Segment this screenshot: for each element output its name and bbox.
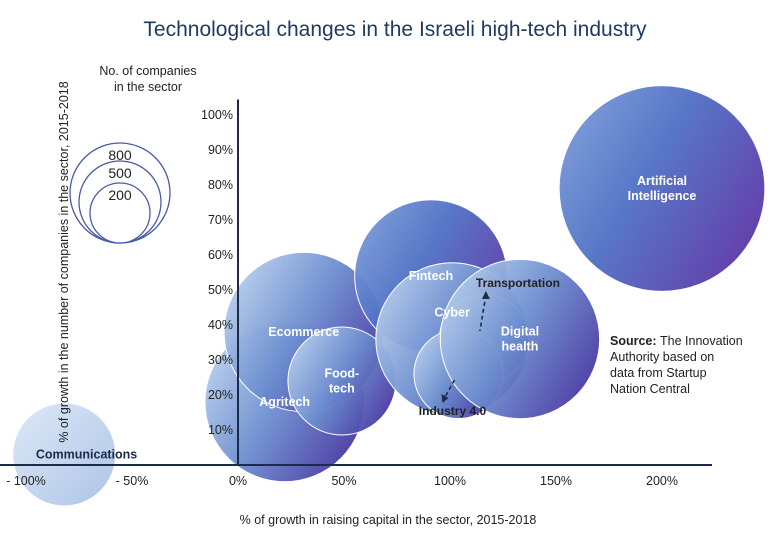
industry40-arrow [443,379,456,399]
bubble-label-ai: Artificial Intelligence [628,174,697,203]
x-tick-label: 200% [646,474,678,488]
x-tick-label: 0% [229,474,247,488]
source-note: Source: The Innovation Authority based on… [610,334,743,396]
legend: No. of companies in the sector 800 500 200 [69,64,197,244]
bubble-label-digital_health: Digital health [501,325,539,354]
bubble-ai [558,85,766,292]
y-axis-label: % of growth in the number of companies i… [57,81,71,442]
source-text-line: Nation Central [610,382,690,396]
y-tick-label: 100% [201,108,233,122]
y-tick-label: 60% [208,248,233,262]
source-text: Source: The Innovation [610,334,743,348]
x-tick-label: 150% [540,474,572,488]
outside-labels: Communications Agritech Ecommerce Food-tech… [36,174,697,462]
legend-value-500: 500 [108,165,132,181]
bubble-label-foodtech: Food-tech [325,367,360,396]
bubble-label-cyber: Cyber [434,305,470,319]
bubble-digital_health [439,258,601,420]
y-tick-label: 20% [208,388,233,402]
bubble-label-agritech: Agritech [259,395,310,409]
source-text-line: data from Startup [610,366,707,380]
x-ticks: - 100% - 50% 0% 50% 100% 150% 200% [6,474,678,488]
bubble-label-industry40: Industry 4.0 [419,404,487,418]
bubble-label-transportation: Transportation [476,276,560,290]
chart-title: Technological changes in the Israeli hig… [143,18,647,41]
x-tick-label: 50% [331,474,356,488]
x-axis-label: % of growth in raising capital in the se… [240,513,537,527]
y-tick-label: 70% [208,213,233,227]
bubble-label-fintech: Fintech [409,269,453,283]
bubble-communications [12,402,117,507]
transportation-arrow-head [481,291,490,299]
legend-title: No. of companies [99,64,196,78]
y-tick-label: 40% [208,318,233,332]
bubble-label-ecommerce: Ecommerce [268,325,339,339]
x-tick-label: - 50% [116,474,149,488]
source-text-line: Authority based on [610,350,714,364]
legend-value-800: 800 [108,147,132,163]
industry40-arrow-head [441,394,449,403]
axes [0,99,712,466]
legend-circle-200 [89,182,151,244]
bubble-label-communications: Communications [36,448,137,462]
y-ticks: 10% 20% 30% 40% 50% 60% 70% 80% 90% 100% [201,108,233,437]
y-tick-label: 10% [208,423,233,437]
x-tick-label: - 100% [6,474,46,488]
transportation-arrow [479,294,487,332]
legend-title: in the sector [114,80,182,94]
y-tick-label: 90% [208,143,233,157]
x-tick-label: 100% [434,474,466,488]
bubbles [12,85,766,507]
y-tick-label: 80% [208,178,233,192]
legend-value-200: 200 [108,187,132,203]
y-tick-label: 50% [208,283,233,297]
y-tick-label: 30% [208,353,233,367]
